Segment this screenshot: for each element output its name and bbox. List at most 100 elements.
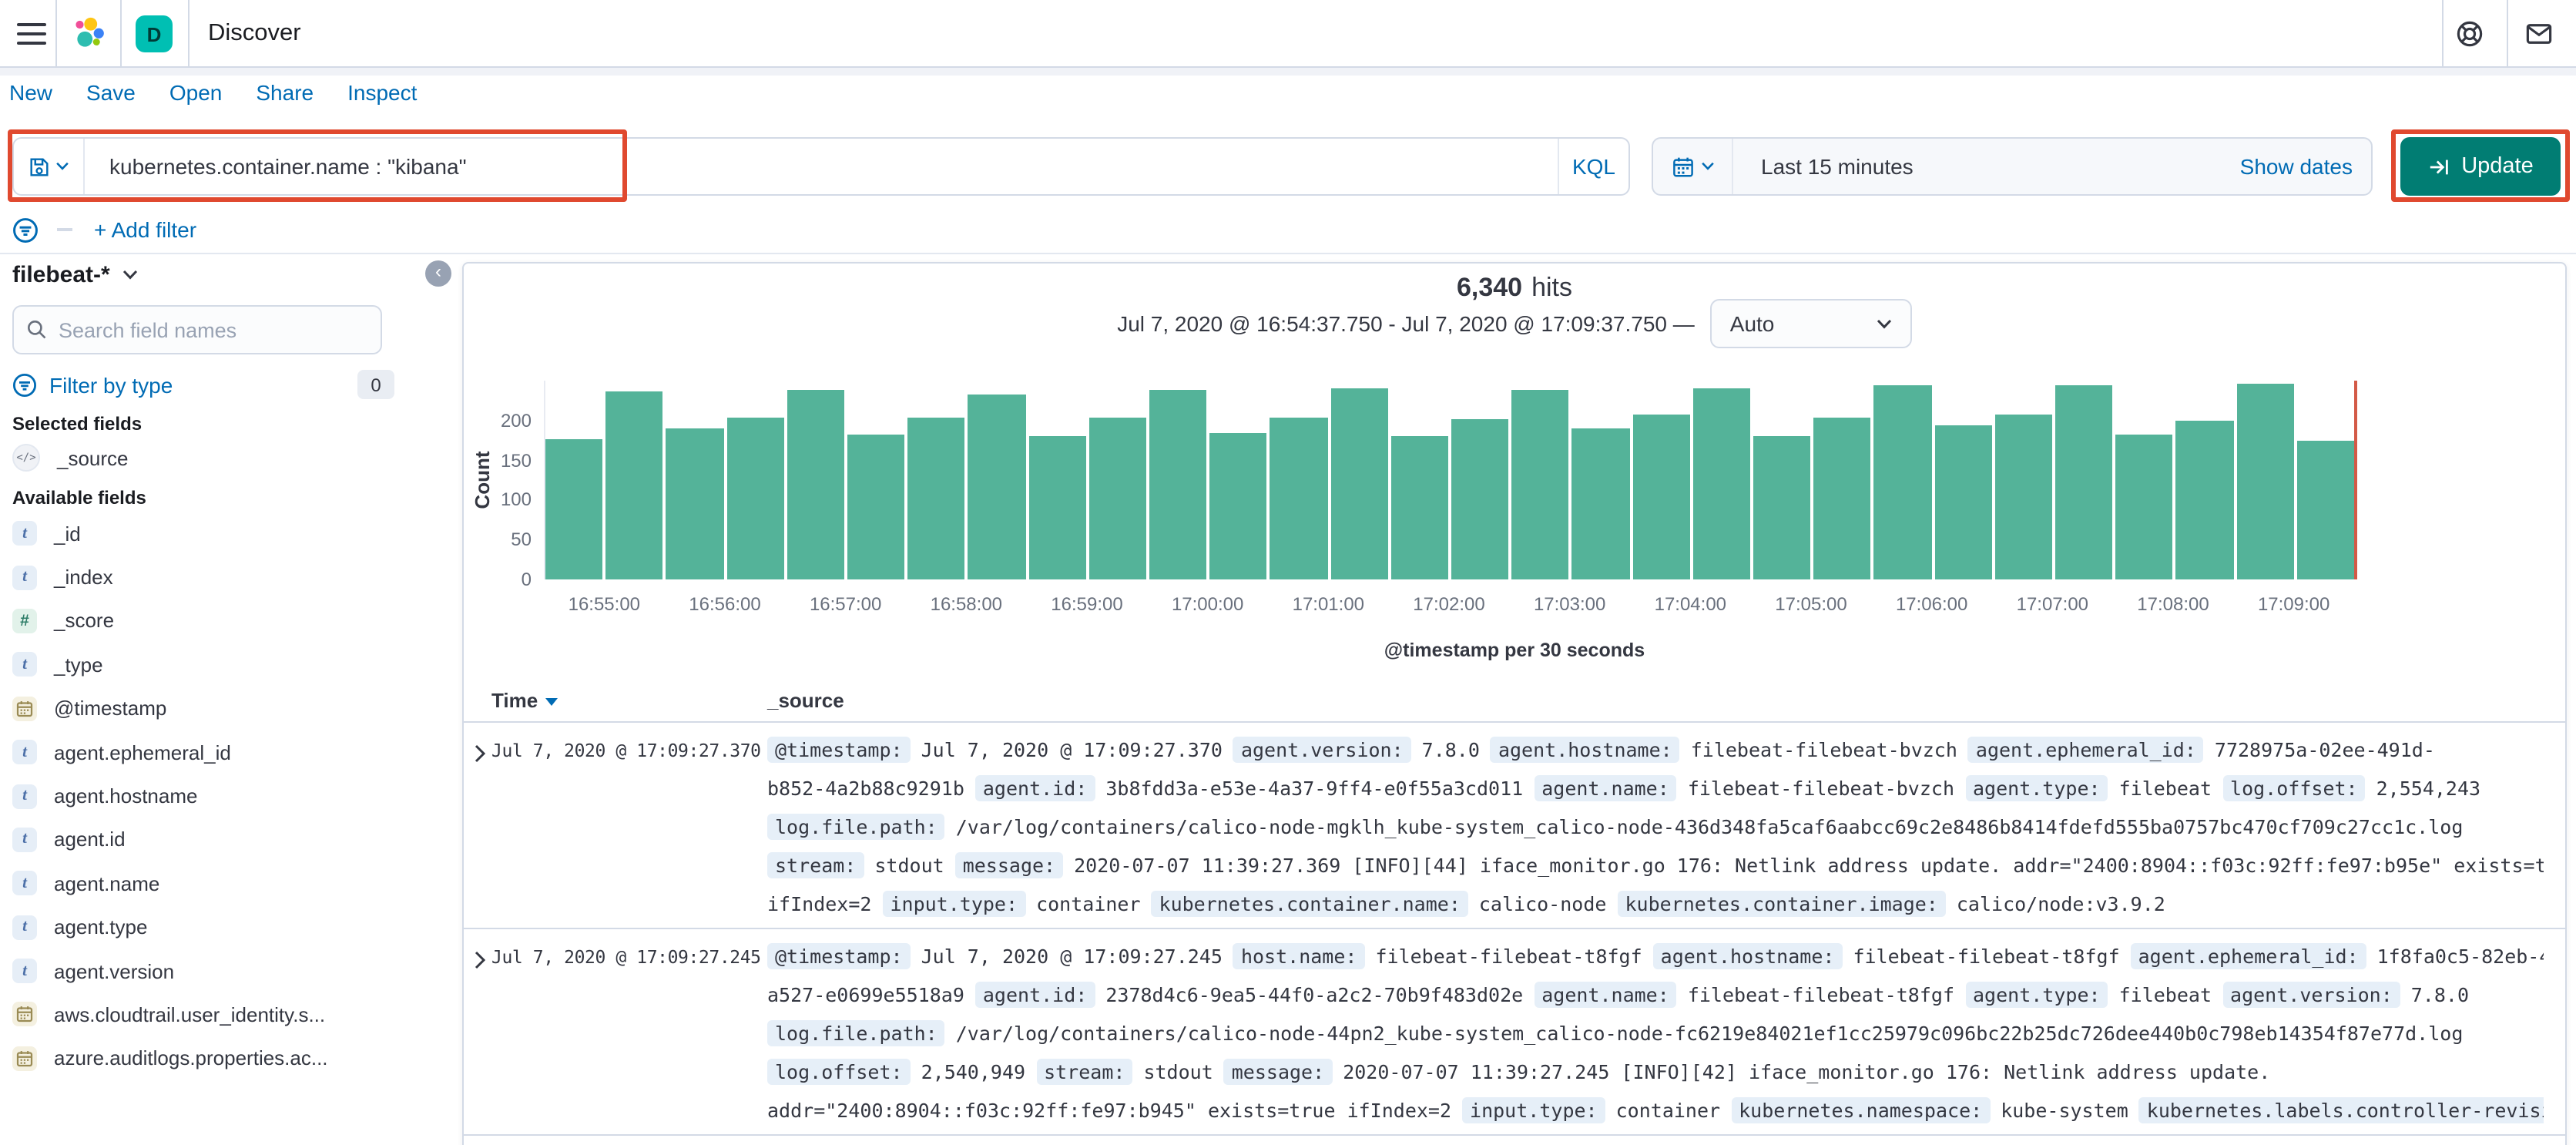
field-key-badge[interactable]: message: (954, 852, 1064, 878)
field-key-badge[interactable]: agent.name: (1534, 775, 1677, 801)
hamburger-menu-icon[interactable] (17, 23, 46, 45)
field-key-badge[interactable]: kubernetes.labels.controller-revision- (2138, 1097, 2544, 1123)
histogram-bar-17:05:00[interactable] (1813, 417, 1871, 579)
update-button[interactable]: Update (2400, 137, 2561, 196)
histogram-bar-16:56:00[interactable] (726, 417, 784, 579)
top-menu-link-open[interactable]: Open (169, 80, 223, 105)
help-icon[interactable] (2456, 20, 2484, 48)
histogram-bar-16:57:00[interactable] (847, 434, 905, 579)
field-key-badge[interactable]: agent.name: (1534, 982, 1677, 1008)
field-key-badge[interactable]: agent.hostname: (1652, 943, 1843, 969)
field-item-_score[interactable]: # _score (0, 599, 456, 643)
field-item-_type[interactable]: t _type (0, 643, 456, 687)
top-menu-link-share[interactable]: Share (256, 80, 314, 105)
field-key-badge[interactable]: agent.version: (1233, 737, 1411, 763)
elastic-logo-icon[interactable] (69, 15, 106, 60)
histogram-bar-16:56:30[interactable] (787, 389, 845, 579)
field-item-agent.type[interactable]: t agent.type (0, 905, 456, 949)
expand-row-icon[interactable] (471, 743, 488, 771)
histogram-bar-16:54:30[interactable] (545, 438, 603, 579)
field-key-badge[interactable]: agent.hostname: (1490, 737, 1680, 763)
field-key-badge[interactable]: host.name: (1233, 943, 1365, 969)
calendar-icon-button[interactable] (1653, 139, 1733, 194)
field-key-badge[interactable]: agent.type: (1965, 982, 2108, 1008)
field-key-badge[interactable]: agent.ephemeral_id: (2130, 943, 2366, 969)
histogram-bar-17:08:30[interactable] (2236, 383, 2294, 579)
newsfeed-mail-icon[interactable] (2525, 20, 2553, 48)
top-menu-link-inspect[interactable]: Inspect (347, 80, 418, 105)
time-range-value[interactable]: Last 15 minutes (1761, 154, 1914, 179)
field-item-@timestamp[interactable]: @timestamp (0, 687, 456, 730)
field-key-badge[interactable]: message: (1223, 1059, 1333, 1085)
field-key-badge[interactable]: @timestamp: (767, 737, 911, 763)
field-item-agent.ephemeral_id[interactable]: t agent.ephemeral_id (0, 730, 456, 774)
field-item-agent.hostname[interactable]: t agent.hostname (0, 774, 456, 818)
field-item-agent.name[interactable]: t agent.name (0, 861, 456, 905)
field-item-_source[interactable]: </> _source (0, 436, 456, 480)
field-item-agent.id[interactable]: t agent.id (0, 818, 456, 861)
histogram-bar-17:09:00[interactable] (2296, 440, 2355, 579)
field-key-badge[interactable]: log.file.path: (767, 814, 945, 840)
histogram-bar-17:07:00[interactable] (2055, 384, 2113, 579)
histogram-bar-16:57:30[interactable] (907, 417, 965, 579)
top-menu-link-save[interactable]: Save (86, 80, 136, 105)
field-key-badge[interactable]: agent.type: (1965, 775, 2108, 801)
field-item-agent.version[interactable]: t agent.version (0, 949, 456, 993)
field-key-badge[interactable]: kubernetes.container.name: (1151, 891, 1468, 917)
histogram-bar-17:02:30[interactable] (1511, 389, 1569, 579)
time-column-header[interactable]: Time (491, 689, 558, 712)
histogram-bar-16:58:00[interactable] (968, 394, 1026, 579)
histogram-bar-17:07:30[interactable] (2115, 435, 2173, 579)
histogram-bar-17:06:30[interactable] (1994, 414, 2053, 579)
field-key-badge[interactable]: input.type: (1462, 1097, 1605, 1123)
top-menu-link-new[interactable]: New (9, 80, 53, 105)
field-key-badge[interactable]: kubernetes.namespace: (1731, 1097, 1991, 1123)
histogram-bar-17:03:00[interactable] (1571, 428, 1630, 579)
field-key-badge[interactable]: input.type: (882, 891, 1026, 917)
expand-row-icon[interactable] (471, 949, 488, 977)
add-filter-button[interactable]: + Add filter (94, 217, 197, 242)
discover-app-badge[interactable]: D (136, 15, 173, 52)
field-key-badge[interactable]: stream: (767, 852, 864, 878)
histogram-bar-16:59:00[interactable] (1088, 417, 1147, 579)
histogram-bar-17:04:30[interactable] (1753, 435, 1811, 579)
field-key-badge[interactable]: log.offset: (2222, 775, 2366, 801)
field-key-badge[interactable]: log.file.path: (767, 1020, 945, 1046)
histogram-bar-17:05:30[interactable] (1873, 384, 1932, 579)
query-language-button[interactable]: KQL (1558, 139, 1628, 194)
histogram-bar-17:01:30[interactable] (1390, 435, 1449, 579)
histogram-bar-17:00:30[interactable] (1270, 417, 1328, 579)
histogram-bar-17:00:00[interactable] (1209, 433, 1267, 579)
histogram-bar-16:59:30[interactable] (1149, 389, 1207, 579)
field-key-badge[interactable]: agent.id: (974, 982, 1095, 1008)
field-key-badge[interactable]: log.offset: (767, 1059, 911, 1085)
histogram-bar-16:55:30[interactable] (666, 428, 724, 579)
field-item-aws.cloudtrail.user_identity.s...[interactable]: aws.cloudtrail.user_identity.s... (0, 993, 456, 1037)
filter-icon[interactable] (12, 217, 39, 243)
field-item-_index[interactable]: t _index (0, 556, 456, 599)
filter-by-type-button[interactable]: Filter by type 0 (12, 370, 394, 399)
histogram-bar-17:04:00[interactable] (1692, 388, 1751, 579)
field-key-badge[interactable]: kubernetes.container.image: (1617, 891, 1946, 917)
field-key-badge[interactable]: agent.id: (974, 775, 1095, 801)
field-item-azure.auditlogs.properties.ac...[interactable]: azure.auditlogs.properties.ac... (0, 1036, 456, 1080)
field-key-badge[interactable]: @timestamp: (767, 943, 911, 969)
histogram-bar-17:01:00[interactable] (1330, 388, 1388, 579)
histogram-bar-16:58:30[interactable] (1028, 435, 1086, 579)
show-dates-button[interactable]: Show dates (2239, 154, 2353, 179)
field-key-badge[interactable]: stream: (1036, 1059, 1133, 1085)
query-input[interactable]: kubernetes.container.name : "kibana" (109, 154, 467, 179)
histogram-bar-17:08:00[interactable] (2175, 420, 2234, 579)
field-search-input[interactable] (59, 318, 351, 341)
histogram-bar-17:03:30[interactable] (1632, 414, 1690, 579)
index-pattern-selector[interactable]: filebeat-* (12, 262, 139, 288)
collapse-sidebar-button[interactable]: ‹ (425, 260, 451, 287)
histogram-bar-17:06:00[interactable] (1934, 425, 1992, 579)
histogram-bar-16:55:00[interactable] (605, 391, 663, 579)
field-item-_id[interactable]: t _id (0, 512, 456, 556)
saved-query-button[interactable] (14, 139, 85, 194)
histogram-bar-17:02:00[interactable] (1451, 418, 1509, 579)
interval-select[interactable]: Auto (1709, 299, 1912, 348)
field-key-badge[interactable]: agent.ephemeral_id: (1967, 737, 2204, 763)
field-key-badge[interactable]: agent.version: (2222, 982, 2400, 1008)
